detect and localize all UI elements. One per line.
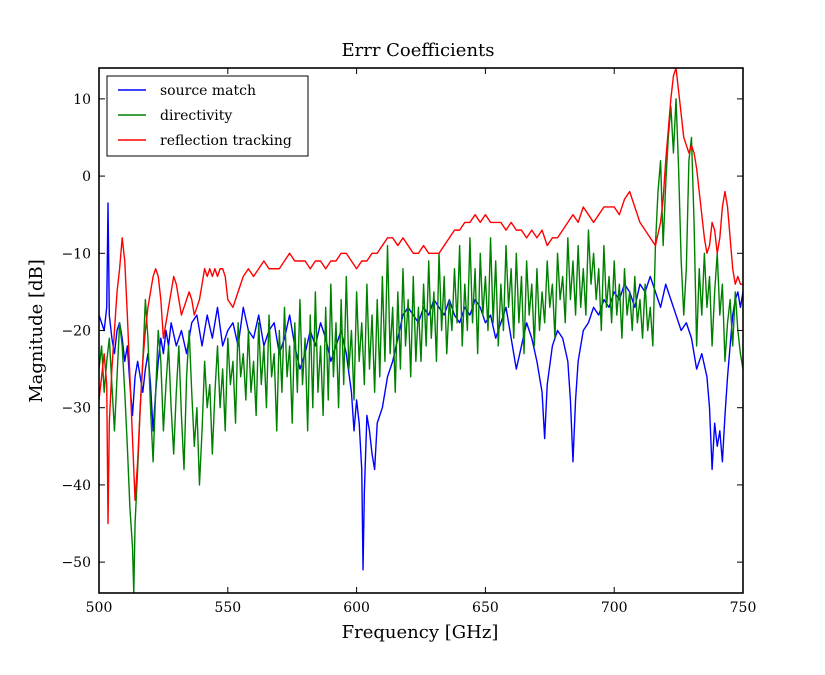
- y-tick-label: −30: [61, 401, 91, 417]
- legend-label-1: directivity: [160, 108, 232, 124]
- y-tick-label: −10: [61, 246, 91, 262]
- x-tick-label: 500: [86, 600, 113, 616]
- series-line-2: [99, 68, 743, 525]
- legend-label-0: source match: [160, 83, 256, 99]
- chart-title: Errr Coefficients: [341, 40, 494, 61]
- y-tick-label: −50: [61, 555, 91, 571]
- x-tick-label: 550: [214, 600, 241, 616]
- x-axis-label: Frequency [GHz]: [342, 622, 499, 643]
- y-tick-label: −40: [61, 478, 91, 494]
- y-tick-label: −20: [61, 324, 91, 340]
- x-tick-label: 600: [343, 600, 370, 616]
- plot-frame: [98, 67, 744, 594]
- series-line-1: [99, 98, 743, 593]
- x-tick-label: 750: [730, 600, 757, 616]
- ticks-layer: 500 550 600 650 700 750 10 0 −10 −20 −30 −40 −50: [61, 68, 756, 616]
- legend: source match directivity reflection tracki…: [106, 75, 309, 157]
- series-layer: [99, 68, 743, 593]
- y-axis-label: Magnitude [dB]: [26, 259, 47, 403]
- legend-label-2: reflection tracking: [160, 133, 292, 149]
- x-tick-label: 650: [472, 600, 499, 616]
- x-tick-label: 700: [601, 600, 628, 616]
- series-line-0: [99, 202, 743, 571]
- y-tick-label: 0: [82, 169, 91, 185]
- y-tick-label: 10: [73, 92, 91, 108]
